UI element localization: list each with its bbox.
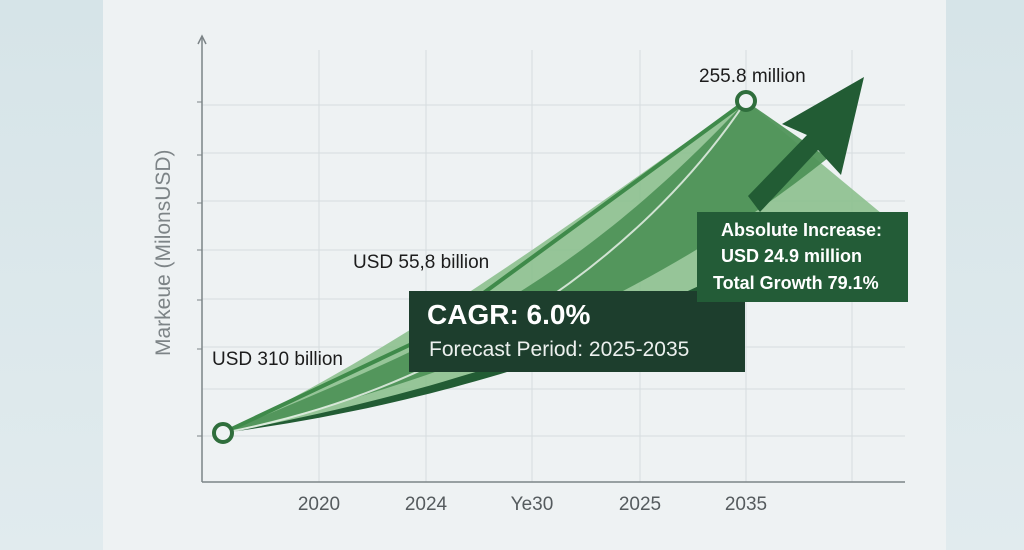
x-tick-label: 2020 [297,494,341,515]
growth-arrow [748,77,864,212]
x-tick-label: 2025 [618,494,662,515]
x-tick-label: 2035 [724,494,768,515]
y-axis-arrow [197,34,207,45]
axes [197,34,905,483]
start-value-label: USD 310 billion [212,349,343,370]
mid-value-label: USD 55,8 billion [353,252,490,273]
total-growth-text: Total Growth 79.1% [713,273,879,293]
growth-area-mid [223,101,828,433]
start-point [212,422,234,444]
absolute-increase-label: Absolute Increase: [721,220,883,240]
end-point [735,90,757,112]
absolute-increase-value: USD 24.9 million [721,246,863,266]
end-value-label: 255.8 million [699,66,806,87]
y-axis-title: Markeue (MilonsUSD) [152,149,175,356]
growth-areas [223,77,905,433]
right-margin [946,0,1024,550]
cagr-callout: CAGR: 6.0% Forecast Period: 2025-2035 [409,291,745,372]
x-tick-label: Ye30 [510,494,554,515]
cagr-text: CAGR: 6.0% [427,299,591,330]
x-tick-label: 2024 [404,494,448,515]
growth-callout: Absolute Increase: USD 24.9 million Tota… [697,212,908,302]
left-margin [0,0,103,550]
forecast-period-text: Forecast Period: 2025-2035 [429,338,690,361]
